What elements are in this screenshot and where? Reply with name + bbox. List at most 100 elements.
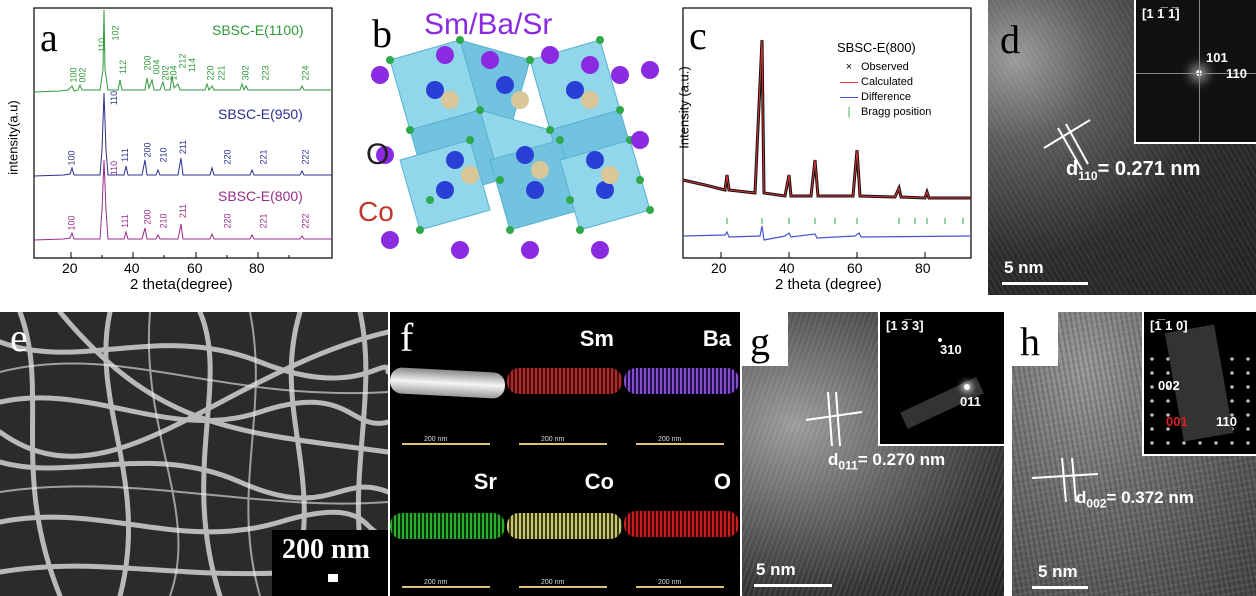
x-axis-label: 2 theta(degree) bbox=[130, 276, 233, 293]
panel-label: h bbox=[1020, 319, 1040, 364]
spot-label: 110 bbox=[1226, 66, 1247, 81]
peak-label: 222 bbox=[300, 149, 311, 165]
fft-inset: [1 1̅ 1̅] 101 110 bbox=[1134, 0, 1256, 144]
scale-bar bbox=[1002, 282, 1088, 285]
scale-bar bbox=[754, 584, 832, 587]
lattice-spacing: d011= 0.270 nm bbox=[828, 450, 946, 473]
legend-item: × Observed bbox=[845, 61, 909, 73]
peak-label: 200 bbox=[142, 142, 153, 158]
legend-title: SBSC-E(800) bbox=[837, 40, 916, 55]
panel-label: c bbox=[689, 13, 707, 58]
cobalt-label: Co bbox=[358, 196, 394, 227]
rietveld-plot bbox=[682, 7, 972, 259]
peak-label: 220 bbox=[222, 149, 233, 165]
eds-tile-title: Sm bbox=[579, 326, 614, 351]
peak-label: 114 bbox=[187, 57, 198, 73]
peak-label: 223 bbox=[260, 65, 271, 81]
zone-axis-label: [1̅ 1 0] bbox=[1150, 318, 1188, 333]
legend-item: Difference bbox=[837, 91, 931, 106]
scale-box bbox=[272, 530, 388, 596]
panel-c-rietveld-chart: c Intensity (a.u.) 2 theta (degree) 20 4… bbox=[665, 0, 985, 300]
lattice-spacing: d002= 0.372 nm bbox=[1076, 488, 1194, 511]
eds-tile-title: O bbox=[713, 469, 731, 494]
saed-inset: [1̅ 1 0] 002 001 110 bbox=[1142, 312, 1256, 456]
zone-axis-label: [1 3̅ 3] bbox=[886, 318, 924, 333]
x-tick-label: 80 bbox=[915, 260, 931, 276]
eds-scale-label: 200 nm bbox=[541, 579, 565, 586]
panel-h-hrtem: h [1̅ 1 0] 002 001 110 d002= 0.372 nm 5 … bbox=[1012, 312, 1256, 596]
scale-bar-label: 5 nm bbox=[756, 560, 796, 579]
spot-label: 002 bbox=[1158, 378, 1180, 393]
series-label-950: SBSC-E(950) bbox=[218, 106, 303, 122]
eds-tile-haadf: 200 nm bbox=[390, 312, 505, 453]
saed-inset: [1 3̅ 3] 310 011 bbox=[878, 312, 1004, 446]
peak-label: 100 bbox=[66, 150, 77, 166]
panel-f-eds-maps: 200 nm Sm 200 nm Ba 200 nm Sr 200 nm Co … bbox=[390, 312, 740, 596]
x-tick-label: 60 bbox=[187, 260, 203, 276]
peak-label: 200 bbox=[142, 209, 153, 225]
eds-scale-bar bbox=[636, 443, 724, 445]
eds-scale-bar bbox=[402, 443, 490, 445]
eds-scale-label: 200 nm bbox=[658, 436, 682, 443]
panel-a-xrd-chart: a intensity(a.u) 2 theta(degree) 20 40 6… bbox=[0, 0, 340, 300]
peak-label: 221 bbox=[258, 149, 269, 165]
lattice-fringe-marker bbox=[1043, 119, 1091, 171]
spot-label: 101 bbox=[1206, 50, 1228, 65]
spot-label: 110 bbox=[1216, 414, 1237, 429]
peak-label: 210 bbox=[158, 213, 169, 229]
panel-label: e bbox=[10, 315, 28, 360]
peak-label: 112 bbox=[118, 59, 129, 75]
peak-label: 111 bbox=[119, 214, 130, 228]
y-axis-label: Intensity (a.u.) bbox=[676, 66, 692, 149]
zone-axis-label: [1 1̅ 1̅] bbox=[1142, 6, 1180, 21]
peak-label: 111 bbox=[119, 148, 130, 162]
eds-tile-sr: Sr 200 nm bbox=[390, 455, 505, 596]
spot-label: 011 bbox=[960, 394, 981, 409]
x-tick-label: 40 bbox=[124, 260, 140, 276]
panel-label: a bbox=[40, 15, 58, 60]
panel-d-hrtem: [1 1̅ 1̅] 101 110 d d110= 0.271 nm 5 nm bbox=[988, 0, 1256, 295]
eds-tile-sm: Sm 200 nm bbox=[507, 312, 622, 453]
peak-label: 210 bbox=[158, 147, 169, 163]
peak-label: 221 bbox=[216, 65, 227, 81]
panel-label-box bbox=[1012, 312, 1058, 366]
eds-scale-label: 200 nm bbox=[658, 579, 682, 586]
series-label-800: SBSC-E(800) bbox=[218, 188, 303, 204]
oxygen-label: O bbox=[366, 138, 390, 171]
x-tick-label: 20 bbox=[62, 260, 78, 276]
peak-label: 100 bbox=[66, 215, 77, 231]
lattice-spacing: d110= 0.271 nm bbox=[1066, 158, 1201, 183]
peak-label: 212 bbox=[177, 53, 188, 69]
x-tick-label: 60 bbox=[847, 260, 863, 276]
crystal-structure-diagram bbox=[371, 36, 659, 259]
panel-e-sem: e 200 nm bbox=[0, 312, 388, 596]
legend-item: | Bragg position bbox=[847, 106, 932, 118]
eds-tile-title: Sr bbox=[473, 469, 497, 494]
legend: SBSC-E(800) × Observed Calculated Differe… bbox=[837, 40, 931, 121]
panel-b-crystal-structure: b Sm/Ba/Sr O Co bbox=[350, 0, 665, 300]
x-tick-label: 40 bbox=[779, 260, 795, 276]
panel-label: b bbox=[372, 11, 392, 56]
x-axis-label: 2 theta (degree) bbox=[775, 276, 882, 293]
panel-label: g bbox=[750, 319, 770, 364]
peak-label: 110 bbox=[97, 37, 108, 53]
x-tick-label: 80 bbox=[249, 260, 265, 276]
eds-tile-title: Ba bbox=[702, 326, 731, 351]
lattice-fringe-marker bbox=[1031, 457, 1099, 503]
peak-label: 220 bbox=[222, 213, 233, 229]
y-axis-label: intensity(a.u) bbox=[5, 100, 21, 175]
peak-label: 211 bbox=[178, 139, 189, 155]
scale-bar bbox=[328, 574, 338, 582]
peak-label: 211 bbox=[178, 203, 189, 219]
scale-bar-label: 5 nm bbox=[1004, 258, 1044, 277]
panel-label: f bbox=[400, 315, 414, 360]
peak-label: 222 bbox=[300, 213, 311, 229]
eds-tile-ba: Ba 200 nm bbox=[624, 312, 739, 453]
eds-scale-bar bbox=[636, 586, 724, 588]
cation-label: Sm/Ba/Sr bbox=[424, 8, 553, 41]
panel-label: d bbox=[1000, 17, 1020, 62]
scale-bar-label: 5 nm bbox=[1038, 562, 1078, 581]
panel-label-box bbox=[742, 312, 788, 366]
eds-scale-bar bbox=[402, 586, 490, 588]
eds-tile-o: O 200 nm bbox=[624, 455, 739, 596]
